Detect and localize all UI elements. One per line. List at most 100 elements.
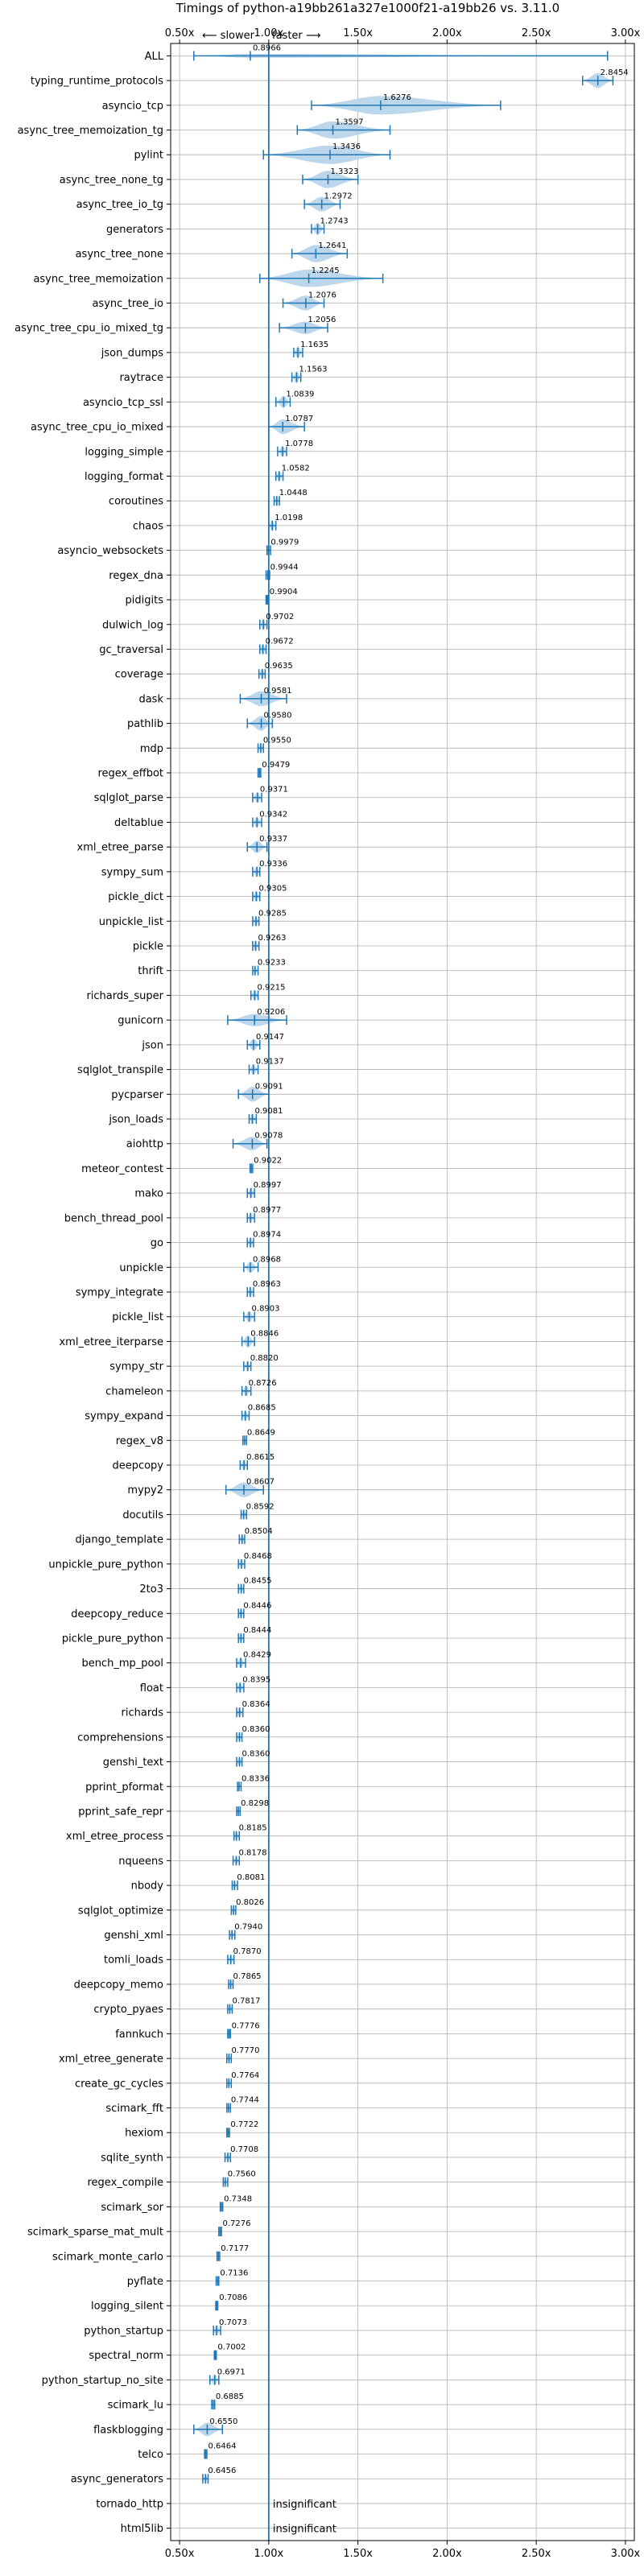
benchmark-name: async_tree_memoization_tg <box>18 125 163 137</box>
value-label: 0.7086 <box>219 2293 247 2302</box>
benchmark-name: docutils <box>122 1509 163 1521</box>
value-label: 0.8726 <box>249 1379 277 1388</box>
benchmark-name: tornado_http <box>96 2498 163 2510</box>
benchmark-name: async_tree_none_tg <box>60 174 163 186</box>
value-label: 0.9147 <box>256 1033 284 1042</box>
value-label: 1.0839 <box>286 390 314 398</box>
value-label: 0.9081 <box>254 1107 283 1116</box>
value-label: 1.2245 <box>312 266 340 275</box>
benchmark-name: deepcopy_reduce <box>71 1608 163 1620</box>
benchmark-name: json <box>141 1039 163 1051</box>
value-label: 0.6464 <box>208 2442 237 2451</box>
value-label: 1.0787 <box>285 415 313 423</box>
value-label: 0.7776 <box>232 2021 260 2030</box>
value-label: 0.8444 <box>243 1626 271 1635</box>
benchmark-name: sympy_sum <box>101 866 163 878</box>
value-label: 0.7177 <box>221 2244 249 2253</box>
value-label: 0.8429 <box>243 1651 271 1660</box>
benchmark-name: async_tree_cpu_io_mixed_tg <box>14 323 163 335</box>
benchmark-name: comprehensions <box>77 1732 163 1744</box>
x-tick-label-top: 2.50x <box>522 27 551 39</box>
benchmark-name: pickle_pure_python <box>62 1633 163 1645</box>
benchmark-name: sqlite_synth <box>101 2152 163 2164</box>
benchmark-name: raytrace <box>119 372 163 384</box>
value-label: 0.9580 <box>264 712 292 720</box>
value-label: 0.6456 <box>208 2467 236 2475</box>
value-label: 0.8178 <box>238 1848 266 1857</box>
x-tick-label-top: 1.00x <box>254 27 284 39</box>
value-label: 0.6885 <box>216 2392 244 2401</box>
value-label: 0.7764 <box>231 2071 259 2080</box>
x-tick-label-top: 0.50x <box>165 27 195 39</box>
benchmark-name: python_startup_no_site <box>42 2375 163 2387</box>
benchmark-name: asyncio_websockets <box>57 545 163 557</box>
value-label: 0.8364 <box>242 1700 270 1709</box>
benchmark-name: deltablue <box>114 817 163 829</box>
benchmark-name: nbody <box>131 1880 164 1893</box>
benchmark-name: sympy_str <box>109 1361 163 1373</box>
value-label: 0.8468 <box>244 1552 272 1561</box>
value-label: 0.7870 <box>233 1947 262 1956</box>
benchmark-name: scimark_fft <box>105 2103 163 2115</box>
benchmark-name: pyflate <box>127 2276 163 2288</box>
benchmark-name: logging_silent <box>91 2301 163 2313</box>
x-tick-label-top: 3.00x <box>611 27 641 39</box>
x-tick-label: 1.50x <box>343 2548 373 2560</box>
value-label: 1.2641 <box>318 242 346 250</box>
benchmark-name: async_tree_memoization <box>33 273 163 285</box>
benchmark-name: crypto_pyaes <box>93 2004 163 2016</box>
value-label: 0.8997 <box>254 1181 282 1190</box>
benchmark-name: json_dumps <box>101 347 163 359</box>
value-label: 0.8968 <box>253 1255 281 1264</box>
benchmark-name: sqlglot_transpile <box>77 1064 163 1076</box>
value-label: 0.7865 <box>233 1972 262 1981</box>
benchmark-name: spectral_norm <box>89 2350 163 2362</box>
benchmark-name: sympy_expand <box>85 1410 163 1422</box>
value-label: 0.9022 <box>254 1156 282 1165</box>
value-label: 0.8685 <box>248 1404 276 1413</box>
value-label: 0.9078 <box>254 1132 283 1141</box>
value-label: 0.8615 <box>246 1453 275 1462</box>
benchmark-name: async_tree_io_tg <box>76 199 163 211</box>
value-label: 0.8360 <box>242 1725 270 1734</box>
value-label: 0.8820 <box>250 1354 279 1363</box>
value-label: 0.8336 <box>242 1774 270 1783</box>
value-label: 0.7073 <box>219 2318 247 2327</box>
benchmark-name: async_tree_io <box>92 298 163 310</box>
benchmark-name: regex_dna <box>109 570 163 582</box>
benchmark-name: fannkuch <box>115 2029 163 2041</box>
benchmark-name: xml_etree_parse <box>77 842 163 854</box>
benchmark-name: xml_etree_process <box>66 1831 163 1843</box>
benchmark-name: logging_simple <box>85 446 163 458</box>
value-label: 1.6276 <box>383 93 411 102</box>
benchmark-name: gc_traversal <box>99 644 163 656</box>
benchmark-name: pprint_pformat <box>85 1781 163 1794</box>
value-label: 0.7708 <box>230 2145 258 2154</box>
benchmark-name: unpickle_pure_python <box>48 1558 163 1571</box>
value-label: 0.7940 <box>234 1923 262 1932</box>
value-label: 0.8974 <box>253 1231 281 1240</box>
benchmark-name: mako <box>134 1188 163 1200</box>
chart-title: Timings of python-a19bb261a327e1000f21-a… <box>175 1 559 15</box>
value-label: 0.9091 <box>255 1082 283 1091</box>
benchmark-name: thrift <box>138 965 163 977</box>
value-label: 0.8966 <box>253 43 281 52</box>
value-label: 0.8395 <box>242 1675 270 1684</box>
benchmark-name: richards_super <box>86 990 163 1002</box>
value-label: 0.9581 <box>264 687 292 696</box>
value-label: 0.6550 <box>209 2417 237 2426</box>
value-label: 0.7136 <box>220 2269 248 2278</box>
plot-frame <box>170 43 635 2541</box>
value-label: 0.9635 <box>265 662 293 671</box>
value-label: 1.3323 <box>330 167 358 176</box>
benchmark-name: mdp <box>140 743 163 755</box>
benchmark-name: genshi_xml <box>104 1930 163 1942</box>
benchmark-name: dask <box>138 693 163 705</box>
benchmark-name: create_gc_cycles <box>75 2078 163 2090</box>
benchmark-name: gunicorn <box>118 1015 163 1027</box>
value-label: 1.0448 <box>279 489 308 497</box>
value-label: 1.2743 <box>320 217 349 225</box>
benchmark-name: asyncio_tcp <box>102 100 163 112</box>
benchmark-name: telco <box>138 2449 163 2461</box>
value-label: 1.2076 <box>308 291 336 299</box>
